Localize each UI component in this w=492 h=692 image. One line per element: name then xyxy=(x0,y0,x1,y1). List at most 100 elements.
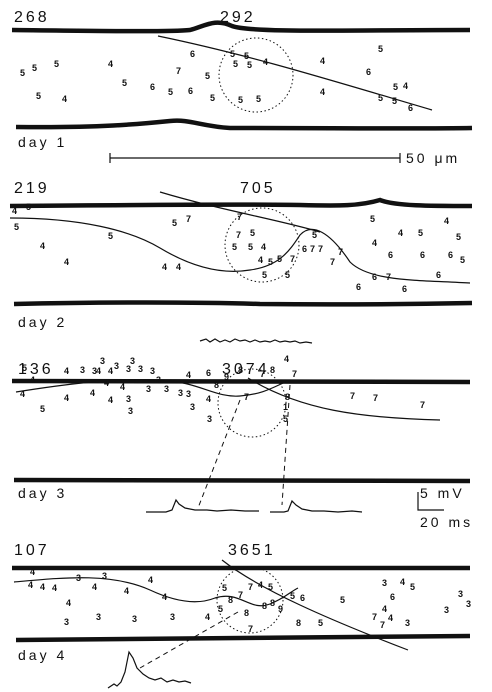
left-count: 268 xyxy=(14,9,50,26)
cell-digit: 7 xyxy=(338,247,343,257)
border xyxy=(15,633,471,643)
cell-digit: 4 xyxy=(258,255,263,265)
cell-digit: 3 xyxy=(114,361,119,371)
cell-digit: 4 xyxy=(64,366,69,376)
cell-digit: 5 xyxy=(370,214,375,224)
cell-digit: 3 xyxy=(405,618,410,628)
scale-label: 20 ms xyxy=(420,514,473,530)
cell-digit: 7 xyxy=(248,582,253,592)
cell-digit: 7 xyxy=(373,393,378,403)
cell-digit: 5 xyxy=(456,232,461,242)
cell-digit: 6 xyxy=(448,250,453,260)
cell-digit: 5 xyxy=(393,82,398,92)
cell-digit: 4 xyxy=(120,382,125,392)
trace-line xyxy=(13,577,299,607)
cell-digit: 9 xyxy=(278,604,283,614)
cell-digit: 7 xyxy=(186,214,191,224)
cell-digit: 5 xyxy=(392,96,397,106)
recording-trace xyxy=(199,338,313,344)
cell-digit: 7 xyxy=(292,369,297,379)
cell-digit: 4 xyxy=(30,567,35,577)
cell-digit: 5 xyxy=(54,59,59,69)
cell-digit: 4 xyxy=(108,366,113,376)
cell-digit: 3 xyxy=(156,375,161,385)
cell-digit: 5 xyxy=(340,595,345,605)
cell-digit: 6 xyxy=(300,593,305,603)
dashed-link xyxy=(197,384,291,509)
cell-digit: 5 xyxy=(222,583,227,593)
cell-digit: 4 xyxy=(108,395,113,405)
cell-digit: 4 xyxy=(124,586,129,596)
cell-digit: 4 xyxy=(382,604,387,614)
cell-digit: 3 xyxy=(150,366,155,376)
cell-digit: 4 xyxy=(261,242,266,252)
cell-digit: 8 xyxy=(285,392,290,402)
border xyxy=(15,118,473,131)
border xyxy=(9,197,473,209)
cell-digit: 8 xyxy=(214,380,219,390)
cell-digit: 7 xyxy=(290,254,295,264)
cell-digit: 4 xyxy=(400,577,405,587)
cell-digit: 3 xyxy=(100,356,105,366)
cell-digit: 5 xyxy=(14,222,19,232)
cell-digit: 3 xyxy=(190,402,195,412)
cell-digit: 6 xyxy=(390,592,395,602)
cell-digit: 3 xyxy=(76,573,81,583)
cell-digit: 4 xyxy=(320,87,325,97)
cell-digit: 6 xyxy=(206,368,211,378)
cell-digit: 4 xyxy=(284,354,289,364)
cell-digit: 4 xyxy=(40,241,45,251)
cell-digit: 5 xyxy=(312,230,317,240)
scale-label: 5 mV xyxy=(420,485,465,501)
recording-trace xyxy=(146,498,259,513)
scale-bar xyxy=(417,492,444,511)
day-label: day 3 xyxy=(18,485,67,501)
cell-digit: 5 xyxy=(122,78,127,88)
scale-label: 50 μm xyxy=(406,150,460,166)
cell-digit: 5 xyxy=(244,51,249,61)
cell-digit: 4 xyxy=(444,216,449,226)
right-count: 705 xyxy=(240,180,276,197)
cell-digit: 3 xyxy=(126,394,131,404)
cell-digit: 4 xyxy=(62,94,67,104)
cell-digit: 7 xyxy=(330,257,335,267)
cell-digit: 4 xyxy=(66,598,71,608)
cell-digit: 4 xyxy=(320,56,325,66)
cell-digit: 5 xyxy=(410,582,415,592)
cell-digit: 8 xyxy=(244,608,249,618)
cell-digit: 7 xyxy=(237,212,242,222)
cell-digit: 7 xyxy=(248,624,253,634)
cell-digit: 3 xyxy=(178,388,183,398)
cell-digit: 5 xyxy=(262,270,267,280)
cell-digit: 8 xyxy=(262,601,267,611)
dashed-link xyxy=(139,611,239,669)
right-count: 3651 xyxy=(228,542,276,559)
day-label: day 4 xyxy=(18,647,67,663)
trace-line xyxy=(9,217,471,284)
cell-digit: 3 xyxy=(64,617,69,627)
trace-line xyxy=(15,379,291,397)
cell-digit: 5 xyxy=(283,414,288,424)
left-count: 136 xyxy=(18,361,54,378)
cell-digit: 5 xyxy=(277,254,282,264)
cell-digit: 6 xyxy=(190,49,195,59)
cell-digit: 4 xyxy=(205,612,210,622)
cell-digit: 6 xyxy=(366,67,371,77)
border xyxy=(13,477,471,484)
cell-digit: 7 xyxy=(420,400,425,410)
cell-digit: 4 xyxy=(186,370,191,380)
cell-digit: 4 xyxy=(403,81,408,91)
cell-digit: 4 xyxy=(263,57,268,67)
cell-digit: 7 xyxy=(380,620,385,630)
cell-digit: 7 xyxy=(372,612,377,622)
cell-digit: 4 xyxy=(258,580,263,590)
cell-digit: 4 xyxy=(52,583,57,593)
recording-trace xyxy=(270,499,363,513)
cell-digit: 4 xyxy=(162,592,167,602)
cell-digit: 6 xyxy=(408,103,413,113)
cell-digit: 7 xyxy=(350,391,355,401)
cell-digit: 3 xyxy=(80,365,85,375)
right-count: 292 xyxy=(220,9,256,26)
dotted-circle xyxy=(216,566,284,634)
cell-digit: 4 xyxy=(96,366,101,376)
